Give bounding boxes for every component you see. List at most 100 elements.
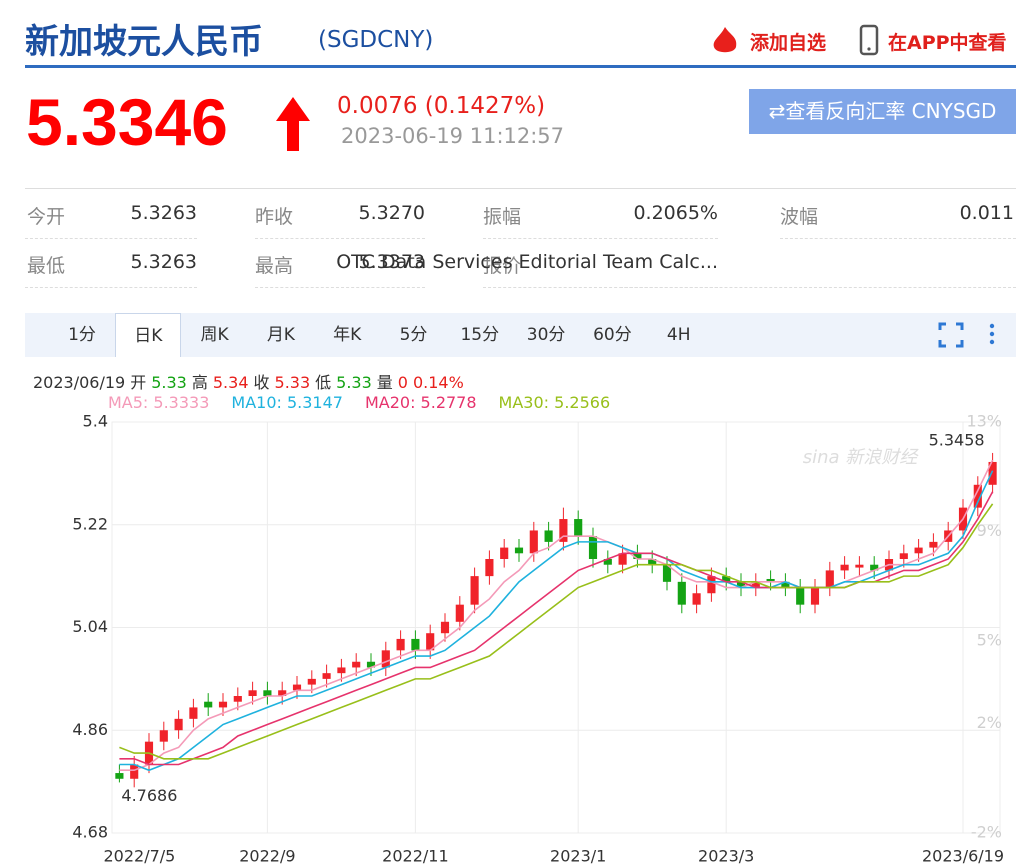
candle-body — [130, 764, 139, 779]
stat-value: 5.3373 — [358, 251, 425, 273]
info-item: 低 — [315, 373, 332, 392]
tab[interactable]: 年K — [333, 325, 362, 345]
candle-body — [855, 564, 864, 568]
info-item: 0 — [397, 373, 408, 392]
candle-body — [174, 718, 183, 731]
legend-entry: MA10: 5.3147 — [231, 393, 343, 412]
candle-body — [648, 559, 657, 565]
y2-tick-label: 2% — [977, 713, 1002, 732]
candle-body — [440, 621, 450, 634]
legend-entry: MA5: 5.3333 — [108, 393, 210, 412]
reverse-button[interactable]: ⇄查看反向汇率 CNYSGD — [749, 89, 1016, 134]
tab[interactable]: 周K — [200, 325, 229, 345]
row-rule — [25, 287, 197, 288]
candle-body — [914, 547, 923, 554]
info-item: 5.34 — [212, 373, 249, 392]
stat-label: 振幅 — [483, 206, 522, 228]
info-item: 5.33 — [151, 373, 187, 392]
info-item: 5.33 — [336, 373, 372, 392]
candle-body — [381, 650, 390, 668]
stat-label: 最高 — [255, 255, 294, 277]
candle-body — [662, 564, 672, 582]
add-watch[interactable]: 添加自选 — [750, 32, 827, 54]
candle-body — [988, 461, 997, 485]
candle-body — [159, 730, 168, 742]
candle-body — [825, 570, 834, 588]
stat-value: 0.2065% — [633, 202, 718, 224]
x-tick-label: 2023/3 — [698, 847, 754, 866]
candle-body — [500, 547, 509, 559]
candle-body — [781, 581, 790, 588]
y2-tick-label: 9% — [977, 521, 1002, 540]
candle-body — [722, 576, 731, 582]
candle-body — [352, 661, 361, 668]
phone-icon — [859, 24, 879, 56]
tool-icons — [938, 322, 995, 348]
candle-body — [574, 519, 583, 537]
stat-label: 报价 — [483, 255, 522, 277]
stat-label: 昨收 — [255, 206, 294, 228]
candle-body — [455, 604, 464, 622]
candle-body — [366, 661, 376, 668]
x-tick-label: 2022/7/5 — [103, 847, 175, 866]
stat-label: 今开 — [27, 206, 66, 228]
ma-legend: MA5: 5.3333 MA10: 5.3147 MA20: 5.2778 MA30:… — [108, 393, 632, 412]
legend-entry: MA30: 5.2566 — [498, 393, 611, 412]
tab-bar: 1分 日K 周K 月K 年K 5分 15分 30分 60分 4H — [25, 313, 1016, 357]
candle-body — [411, 638, 420, 651]
candle-body — [588, 536, 598, 559]
stat-value: 5.3263 — [130, 251, 197, 273]
x-tick-label: 2023/6/19 — [922, 847, 1004, 866]
row-rule — [780, 238, 1016, 239]
candle-body — [766, 578, 775, 582]
tab[interactable]: 15分 — [460, 325, 500, 345]
min-label: 4.7686 — [121, 786, 177, 805]
candle-body — [707, 576, 716, 594]
stat-label: 最低 — [27, 255, 66, 277]
tab[interactable]: 5分 — [399, 325, 428, 345]
candle-body — [233, 696, 242, 702]
row-rule — [255, 287, 425, 288]
candle-body — [810, 587, 820, 605]
info-item: 量 — [376, 373, 393, 392]
tab[interactable]: 30分 — [526, 325, 566, 345]
legend-entry: MA20: 5.2778 — [364, 393, 477, 412]
watermark: sina 新浪财经 — [803, 447, 920, 468]
candle-body — [840, 564, 849, 571]
max-label: 5.3458 — [929, 430, 985, 449]
candle-body — [204, 701, 213, 708]
tab[interactable]: 月K — [266, 325, 295, 345]
tab[interactable]: 1分 — [68, 325, 96, 345]
tab[interactable]: 4H — [666, 325, 691, 345]
tab[interactable]: 日K — [115, 313, 182, 357]
y2-tick-label: -2% — [971, 823, 1002, 842]
candle-body — [973, 484, 982, 508]
stat-value: 0.011 — [959, 202, 1014, 224]
up-arrow — [276, 97, 310, 151]
info-item: 高 — [191, 373, 208, 392]
candle-body — [470, 576, 479, 605]
candle-body — [603, 559, 612, 565]
candle-body — [514, 547, 524, 554]
candle-body — [485, 559, 494, 577]
view-app[interactable]: 在APP中查看 — [888, 32, 1007, 54]
info-item: 收 — [253, 373, 270, 392]
row-rule — [483, 238, 718, 239]
row-rule — [25, 238, 197, 239]
row-rule — [483, 287, 718, 288]
chart: sina 新浪财经 5.4 5.22 5.04 4.86 4.68 13% 9% 5% 2% -2… — [72, 412, 1004, 866]
y-tick-label: 5.04 — [72, 617, 108, 636]
x-tick-label: 2022/9 — [239, 847, 295, 866]
x-tick-label: 2022/11 — [382, 847, 448, 866]
y-tick-label: 4.68 — [72, 823, 108, 842]
candle-body — [692, 593, 701, 605]
candle-body — [751, 581, 760, 588]
candle-body — [426, 633, 435, 651]
header-rule — [25, 65, 1016, 68]
stat-value: 5.3270 — [358, 202, 425, 224]
candle-body — [248, 690, 257, 696]
stat-value: OTC Data Services Editorial Team Calc... — [336, 251, 718, 273]
candle-body — [218, 701, 228, 708]
tab[interactable]: 60分 — [593, 325, 632, 345]
